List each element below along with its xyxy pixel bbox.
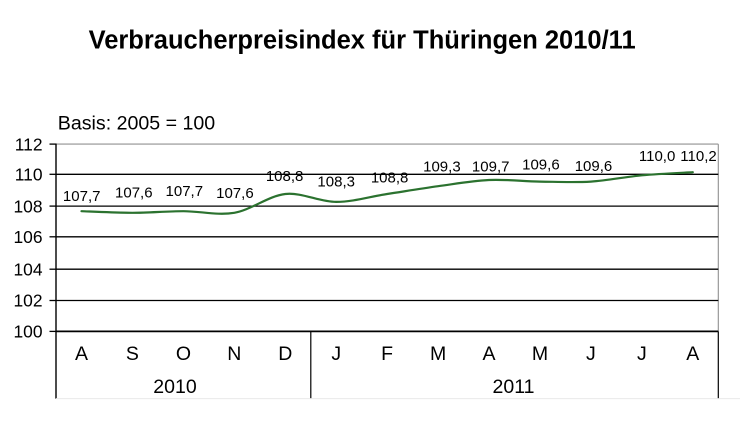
- svg-text:110,2: 110,2: [680, 148, 716, 165]
- svg-text:100: 100: [13, 322, 42, 342]
- svg-text:A: A: [75, 343, 88, 365]
- svg-text:107,7: 107,7: [166, 183, 204, 200]
- svg-text:108,3: 108,3: [317, 174, 355, 191]
- svg-text:Verbraucherpreisindex für Thür: Verbraucherpreisindex für Thüringen 2010…: [89, 27, 636, 55]
- svg-text:F: F: [381, 343, 393, 365]
- svg-text:109,3: 109,3: [423, 159, 461, 176]
- svg-text:109,6: 109,6: [575, 158, 613, 175]
- svg-text:2011: 2011: [493, 376, 535, 398]
- svg-text:110: 110: [15, 165, 43, 185]
- svg-text:O: O: [176, 343, 191, 365]
- svg-text:2010: 2010: [153, 376, 197, 398]
- svg-text:106: 106: [13, 227, 42, 247]
- svg-text:107,6: 107,6: [115, 184, 153, 201]
- svg-text:107,6: 107,6: [216, 185, 254, 202]
- svg-text:108,8: 108,8: [266, 168, 304, 185]
- svg-text:D: D: [278, 343, 292, 365]
- svg-text:108,8: 108,8: [371, 170, 409, 187]
- svg-text:N: N: [227, 343, 241, 365]
- svg-text:108: 108: [13, 196, 42, 216]
- svg-text:104: 104: [13, 259, 42, 279]
- svg-text:112: 112: [15, 134, 43, 154]
- svg-text:S: S: [126, 343, 139, 365]
- svg-text:J: J: [331, 343, 341, 365]
- svg-text:109,7: 109,7: [472, 158, 510, 175]
- svg-text:Basis: 2005 = 100: Basis: 2005 = 100: [58, 112, 216, 134]
- svg-text:110,0: 110,0: [639, 148, 675, 165]
- svg-text:J: J: [637, 343, 647, 365]
- svg-text:109,6: 109,6: [522, 156, 560, 173]
- svg-text:A: A: [482, 343, 495, 365]
- svg-text:M: M: [430, 343, 446, 365]
- svg-text:A: A: [686, 343, 699, 365]
- svg-text:102: 102: [13, 291, 42, 311]
- svg-text:107,7: 107,7: [63, 188, 101, 205]
- svg-text:J: J: [586, 343, 596, 365]
- svg-text:M: M: [532, 343, 548, 365]
